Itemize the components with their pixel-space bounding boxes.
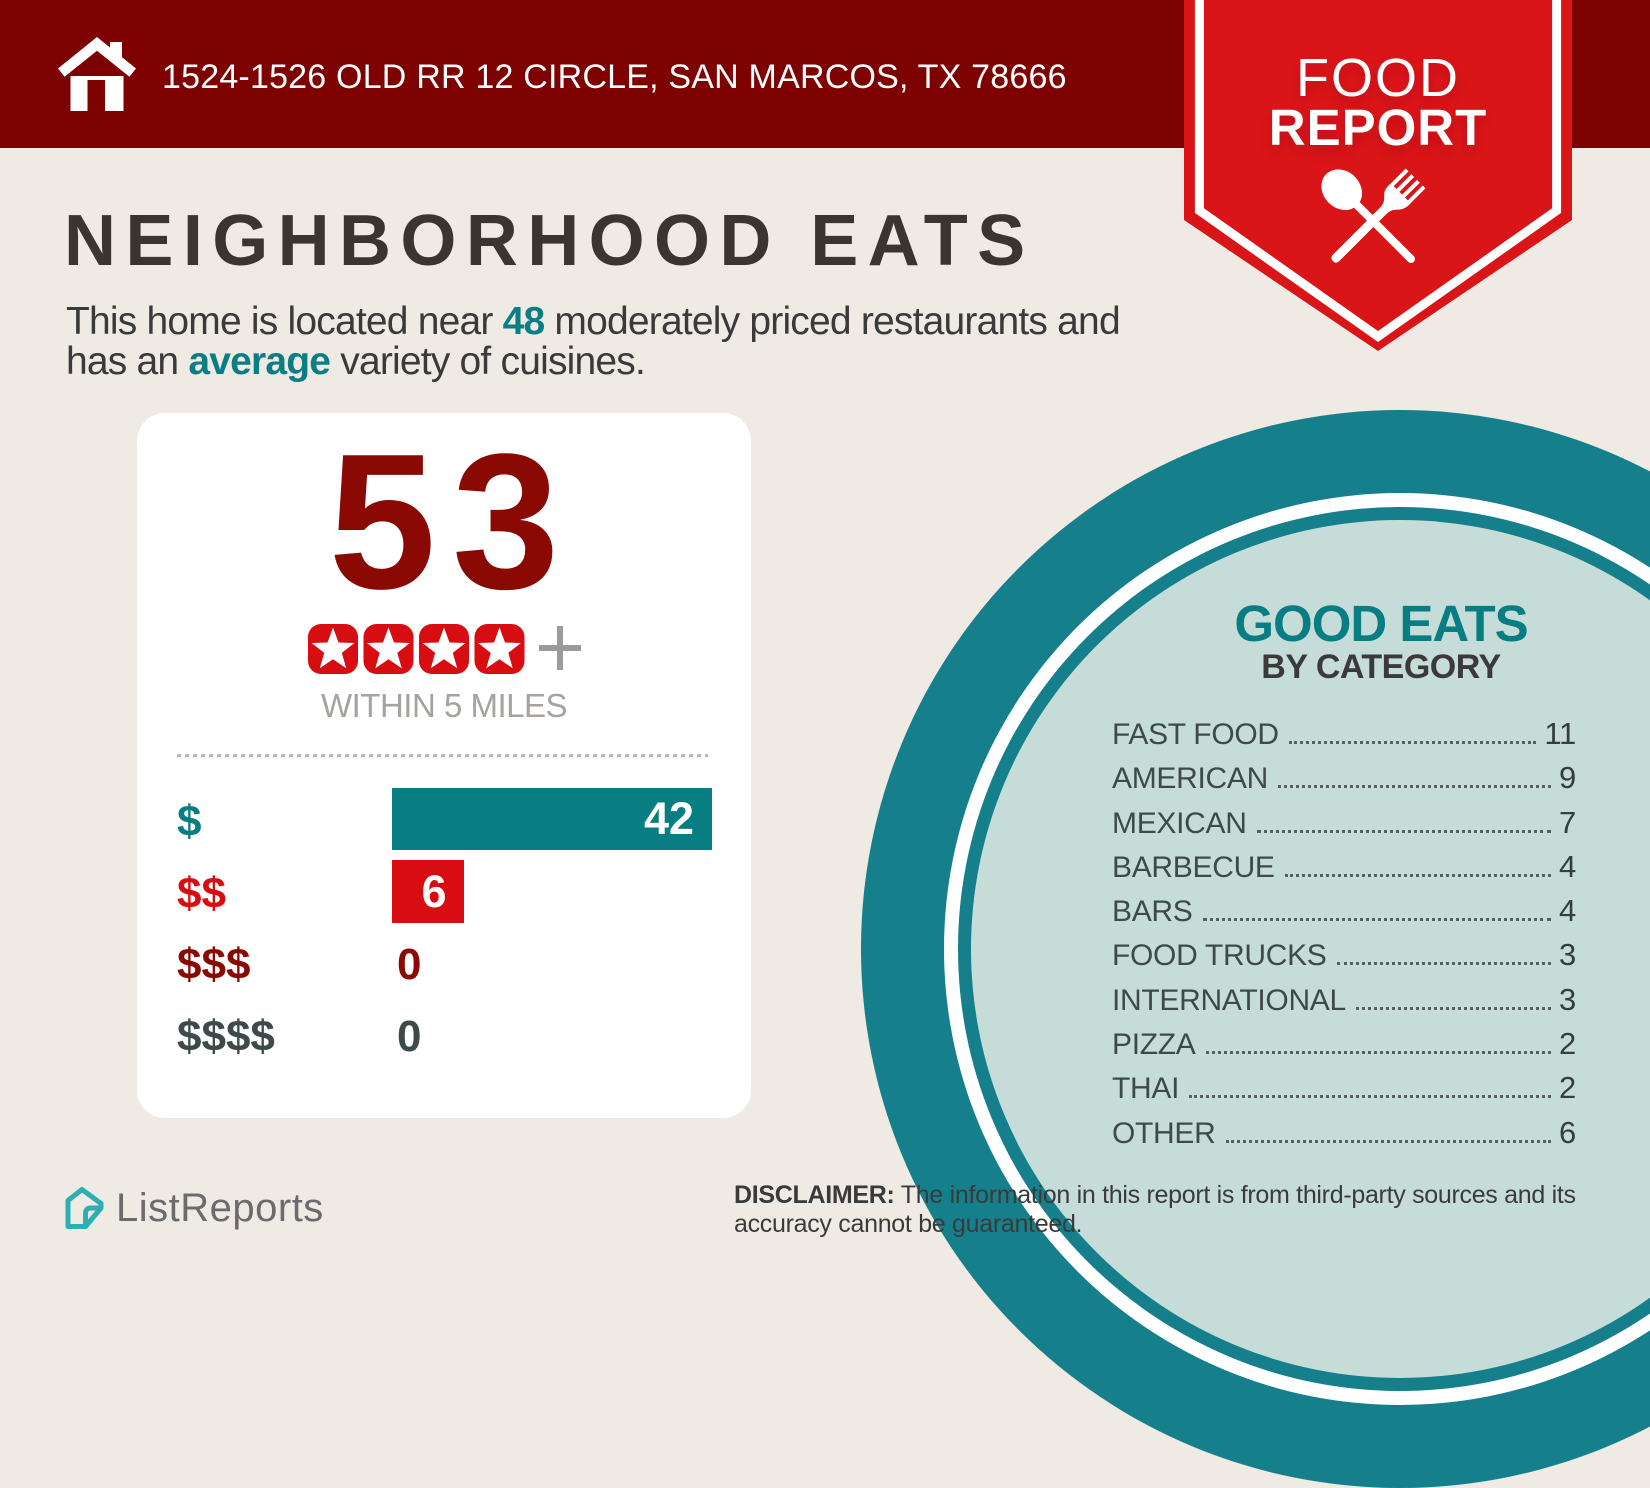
svg-text:REPORT: REPORT [1269, 99, 1488, 156]
svg-text:FOOD: FOOD [1296, 55, 1460, 115]
svg-text:FOOD: FOOD [1296, 48, 1460, 108]
svg-text:REPORT: REPORT [1269, 106, 1488, 163]
